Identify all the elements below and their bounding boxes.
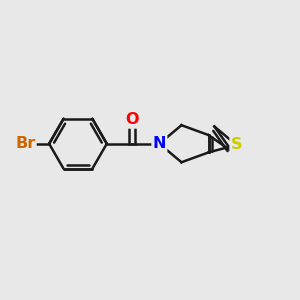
Text: N: N bbox=[153, 136, 166, 151]
Text: O: O bbox=[125, 112, 139, 128]
Text: S: S bbox=[231, 137, 242, 152]
Text: Br: Br bbox=[15, 136, 35, 151]
